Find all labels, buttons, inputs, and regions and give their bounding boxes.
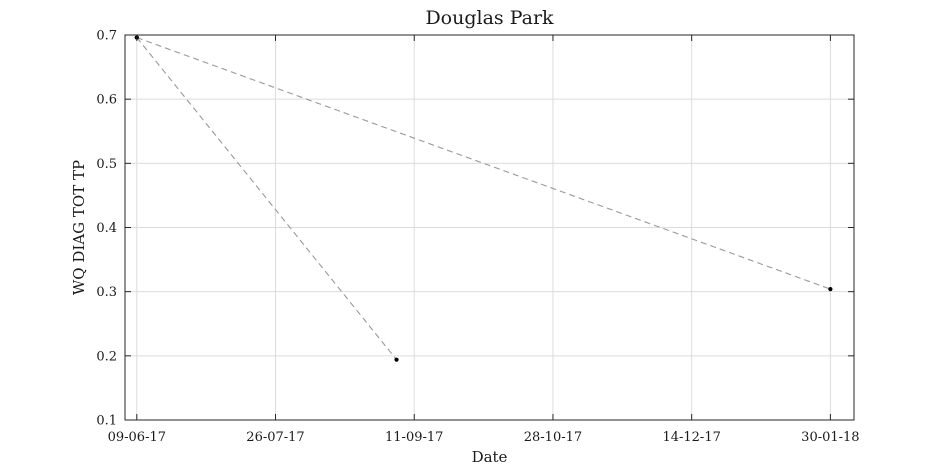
y-tick-label: 0.1 (96, 414, 117, 429)
x-tick-label: 30-01-18 (801, 430, 859, 445)
y-tick-label: 0.3 (96, 285, 117, 300)
data-point (828, 287, 833, 292)
x-axis-label: Date (472, 448, 508, 466)
x-tick-label: 28-10-17 (524, 430, 582, 445)
grid (125, 34, 854, 421)
x-tick-label: 26-07-17 (246, 430, 304, 445)
y-tick-label: 0.6 (96, 93, 117, 108)
y-tick-label: 0.5 (96, 157, 117, 172)
chart-title: Douglas Park (425, 7, 554, 29)
y-axis-label: WQ DIAG TOT TP (70, 160, 88, 295)
data-point (394, 357, 399, 362)
y-tick-label: 0.7 (96, 29, 117, 44)
series-line (136, 37, 831, 290)
y-tick-label: 0.2 (96, 349, 117, 364)
ticks: 09-06-17 26-07-17 11-09-17 28-10-17 14-12-17… (96, 29, 859, 446)
series-line (136, 37, 397, 361)
x-tick-label: 11-09-17 (385, 430, 443, 445)
x-tick-label: 09-06-17 (108, 430, 166, 445)
y-tick-label: 0.4 (96, 221, 117, 236)
x-tick-label: 14-12-17 (662, 430, 720, 445)
series-layer (134, 35, 833, 362)
